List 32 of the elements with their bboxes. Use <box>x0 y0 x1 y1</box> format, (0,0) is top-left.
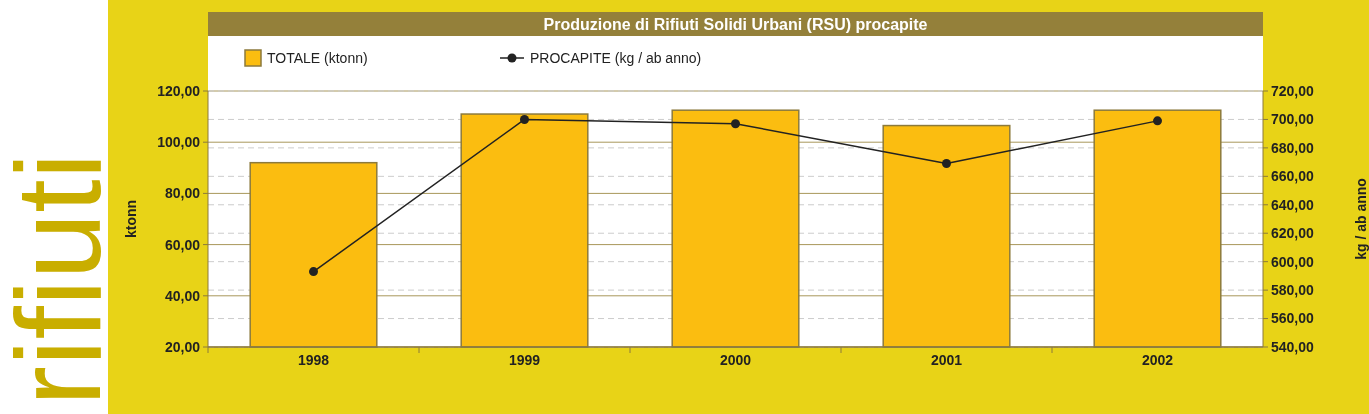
legend-label: PROCAPITE (kg / ab anno) <box>530 49 702 66</box>
y2-tick-label: 620,00 <box>1271 225 1315 242</box>
section-heading: rifiuti <box>0 152 125 406</box>
y2-axis-title: kg / ab anno <box>1353 178 1369 260</box>
y2-tick-label: 540,00 <box>1271 338 1315 355</box>
point <box>731 119 740 129</box>
y-tick-label: 100,00 <box>157 134 201 151</box>
y-tick-label: 60,00 <box>164 236 201 253</box>
y2-tick-label: 680,00 <box>1271 139 1315 156</box>
y-tick-label: 20,00 <box>164 338 201 355</box>
x-tick-label: 1998 <box>297 352 330 368</box>
x-tick-label: 2000 <box>719 352 752 368</box>
point <box>1153 116 1162 126</box>
y2-tick-label: 580,00 <box>1271 282 1315 299</box>
y2-tick-label: 700,00 <box>1271 111 1315 128</box>
x-tick-label: 1999 <box>508 352 541 368</box>
legend-label: TOTALE (ktonn) <box>267 49 368 66</box>
x-tick-label: 2002 <box>1141 352 1174 368</box>
y2-tick-label: 660,00 <box>1271 168 1315 185</box>
y-tick-label: 40,00 <box>164 287 201 304</box>
y2-tick-label: 720,00 <box>1271 82 1315 99</box>
y2-tick-label: 600,00 <box>1271 253 1315 270</box>
y2-tick-label: 640,00 <box>1271 196 1315 213</box>
point <box>520 114 529 124</box>
chart-title: Produzione di Rifiuti Solidi Urbani (RSU) procapite <box>543 16 928 33</box>
y-tick-label: 80,00 <box>164 185 201 202</box>
x-tick-label: 2001 <box>930 352 963 368</box>
point <box>942 159 951 169</box>
y2-tick-label: 560,00 <box>1271 310 1315 327</box>
point <box>309 267 318 277</box>
y-tick-label: 120,00 <box>157 82 201 99</box>
y-axis-title: ktonn <box>123 199 139 239</box>
